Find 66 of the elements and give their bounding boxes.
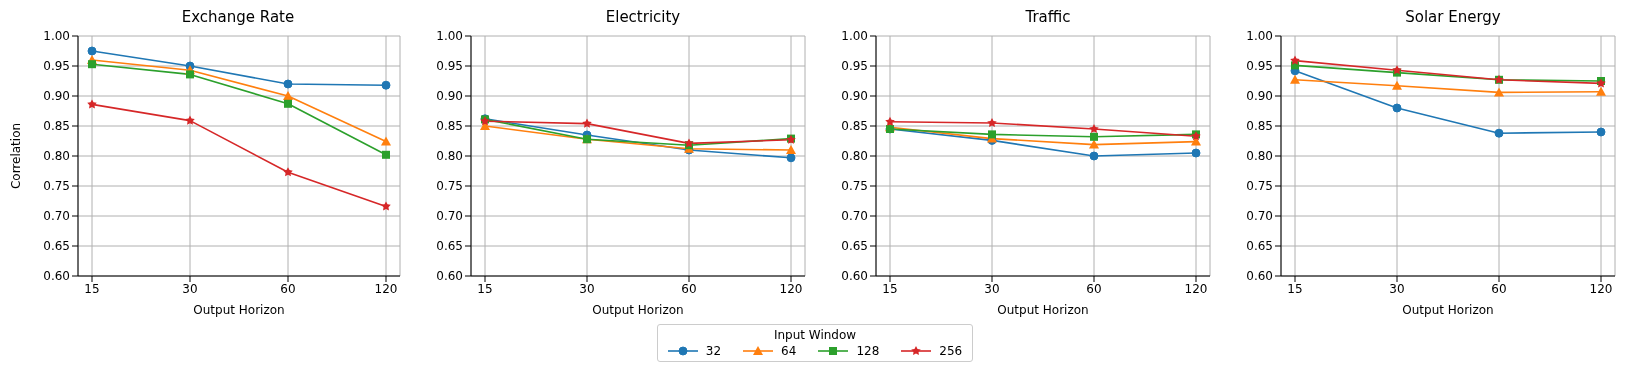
y-axis-title: Correlation xyxy=(9,122,24,190)
x-tick-label: 15 xyxy=(477,281,493,296)
y-tick-label: 0.90 xyxy=(436,89,463,104)
y-tick-label: 0.65 xyxy=(1246,239,1273,254)
y-tick-label: 0.90 xyxy=(841,89,868,104)
chart-title: Electricity xyxy=(604,8,682,28)
y-tick-label: 0.65 xyxy=(436,239,463,254)
y-tick-label: 0.95 xyxy=(841,59,868,74)
y-tick-label: 0.80 xyxy=(43,149,70,164)
y-tick-label: 0.95 xyxy=(1246,59,1273,74)
x-tick-label: 60 xyxy=(681,281,697,296)
y-tick-label: 0.70 xyxy=(436,209,463,224)
x-axis-title: Output Horizon xyxy=(592,303,684,317)
y-tick-label: 0.95 xyxy=(436,59,463,74)
x-tick-label: 120 xyxy=(779,281,803,296)
x-tick-label: 60 xyxy=(1086,281,1102,296)
x-axis-title: Output Horizon xyxy=(1402,303,1494,317)
legend-label: 128 xyxy=(856,344,880,358)
legend-label: 256 xyxy=(939,344,963,358)
y-tick-label: 0.60 xyxy=(1246,269,1273,284)
y-tick-label: 0.80 xyxy=(1246,149,1273,164)
y-tick-label: 0.75 xyxy=(841,179,868,194)
x-tick-label: 60 xyxy=(280,281,296,296)
chart-title: Traffic xyxy=(1024,8,1072,28)
y-tick-label: 0.75 xyxy=(43,179,70,194)
chart-title: Exchange Rate xyxy=(180,8,296,28)
x-tick-label: 30 xyxy=(984,281,1000,296)
x-tick-label: 60 xyxy=(1491,281,1507,296)
legend-label: 64 xyxy=(781,344,797,358)
y-tick-label: 0.60 xyxy=(43,269,70,284)
x-tick-label: 15 xyxy=(84,281,100,296)
x-axis-title: Output Horizon xyxy=(193,303,285,317)
legend-title: Input Window xyxy=(772,328,858,342)
x-axis-title: Output Horizon xyxy=(997,303,1089,317)
y-tick-label: 0.95 xyxy=(43,59,70,74)
y-tick-label: 0.85 xyxy=(436,119,463,134)
y-tick-label: 0.65 xyxy=(43,239,70,254)
x-tick-label: 15 xyxy=(1287,281,1303,296)
y-tick-label: 0.70 xyxy=(1246,209,1273,224)
y-tick-label: 0.75 xyxy=(436,179,463,194)
y-tick-label: 1.00 xyxy=(1246,29,1273,44)
y-tick-label: 0.85 xyxy=(841,119,868,134)
x-tick-label: 120 xyxy=(374,281,398,296)
y-tick-label: 1.00 xyxy=(436,29,463,44)
y-tick-label: 0.65 xyxy=(841,239,868,254)
y-tick-label: 0.80 xyxy=(436,149,463,164)
y-tick-label: 0.60 xyxy=(436,269,463,284)
y-tick-label: 0.70 xyxy=(43,209,70,224)
x-tick-label: 30 xyxy=(182,281,198,296)
y-tick-label: 0.70 xyxy=(841,209,868,224)
x-tick-label: 15 xyxy=(882,281,898,296)
x-tick-label: 120 xyxy=(1184,281,1208,296)
x-tick-label: 120 xyxy=(1589,281,1613,296)
y-tick-label: 0.85 xyxy=(43,119,70,134)
y-tick-label: 1.00 xyxy=(43,29,70,44)
legend-label: 32 xyxy=(705,344,722,358)
x-tick-label: 30 xyxy=(579,281,595,296)
y-tick-label: 0.80 xyxy=(841,149,868,164)
y-tick-label: 1.00 xyxy=(841,29,868,44)
chart-title: Solar Energy xyxy=(1404,8,1502,28)
y-tick-label: 0.90 xyxy=(43,89,70,104)
x-tick-label: 30 xyxy=(1389,281,1405,296)
y-tick-label: 0.90 xyxy=(1246,89,1273,104)
y-tick-label: 0.60 xyxy=(841,269,868,284)
y-tick-label: 0.85 xyxy=(1246,119,1273,134)
y-tick-label: 0.75 xyxy=(1246,179,1273,194)
